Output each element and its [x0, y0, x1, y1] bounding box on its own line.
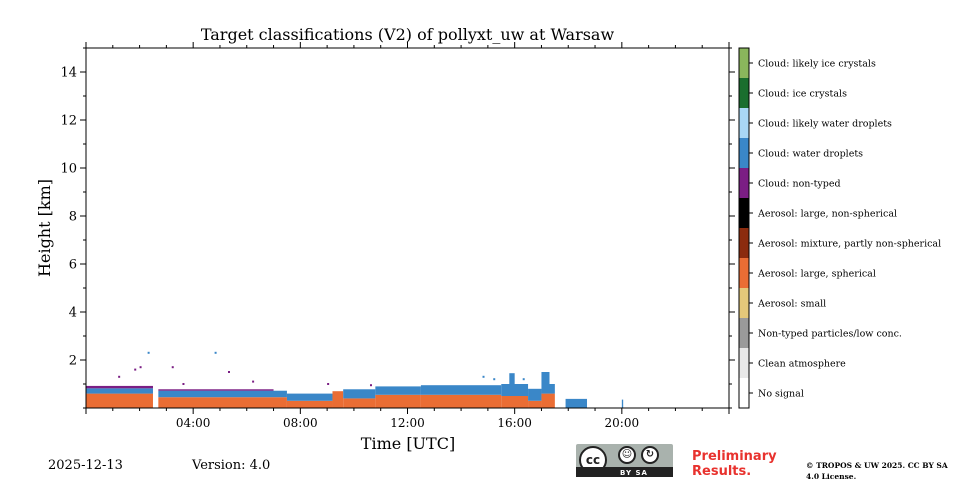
classification-layer-4: [158, 390, 287, 398]
chart-title: Target classifications (V2) of pollyxt_u…: [200, 25, 615, 44]
x-tick-label: 08:00: [283, 416, 318, 430]
colorbar-swatch-4: [739, 258, 749, 288]
classification-layer-24: [621, 399, 624, 408]
colorbar-swatch-5: [739, 228, 749, 258]
preliminary-results-label: Preliminary Results.: [692, 449, 777, 479]
classification-layer-12: [375, 386, 421, 395]
colorbar-label: Aerosol: large, non-spherical: [757, 209, 897, 220]
share-alike-icon: ↻: [641, 446, 659, 464]
y-tick-label: 6: [69, 258, 77, 273]
classification-speckle-2: [118, 375, 121, 378]
colorbar-label: Cloud: likely water droplets: [758, 119, 892, 130]
footer-version: Version: 4.0: [192, 458, 271, 473]
colorbar-swatch-0: [739, 378, 749, 408]
y-tick-label: 4: [69, 306, 77, 321]
classification-speckle-13: [522, 378, 525, 381]
colorbar-swatch-9: [739, 108, 749, 138]
classification-layer-21: [541, 384, 555, 394]
classification-speckle-0: [147, 351, 150, 354]
colorbar-frame: [738, 47, 750, 409]
cc-license-badge: cc ☺ ↻ BY SA: [576, 444, 673, 477]
plot-frame: [85, 47, 730, 409]
classification-layer-6: [286, 400, 333, 408]
y-tick-label: 14: [60, 66, 77, 81]
classification-layer-20: [541, 393, 555, 408]
colorbar-swatch-10: [739, 78, 749, 108]
classification-layer-0: [86, 393, 153, 408]
x-axis-label: Time [UTC]: [361, 434, 455, 453]
axes: 04:00 08:00 12:00 16:00 20:00 2 4 6 8 10 12 14: [60, 42, 735, 430]
footer-date: 2025-12-13: [48, 458, 123, 473]
classification-layer-8: [332, 391, 344, 408]
classification-layer-17: [509, 373, 515, 384]
classification-layer-23: [565, 398, 588, 408]
colorbar-swatch-7: [739, 168, 749, 198]
colorbar-label: No signal: [758, 389, 804, 400]
attribution-person-icon: ☺: [618, 446, 636, 464]
colorbar-swatch-8: [739, 138, 749, 168]
classification-layer-15: [501, 396, 529, 408]
colorbar-swatch-2: [739, 318, 749, 348]
colorbar-label: Cloud: ice crystals: [758, 89, 847, 100]
classification-speckle-8: [252, 380, 255, 383]
classification-layer-5: [158, 389, 274, 391]
classification-speckle-6: [182, 383, 185, 385]
classification-layer-19: [528, 388, 542, 401]
colorbar-swatch-3: [739, 288, 749, 318]
plot-data-layer: [86, 351, 624, 408]
classification-layer-1: [86, 388, 153, 394]
colorbar-label: Aerosol: small: [757, 299, 826, 310]
colorbar-swatch-1: [739, 348, 749, 378]
classification-layer-16: [501, 384, 529, 396]
y-axis-label: Height [km]: [35, 179, 54, 277]
copyright-notice: © TROPOS & UW 2025. CC BY SA 4.0 License…: [806, 461, 948, 481]
classification-speckle-9: [327, 383, 330, 385]
classification-layer-7: [286, 393, 333, 401]
classification-speckle-1: [214, 351, 217, 354]
classification-layer-2: [86, 385, 153, 389]
colorbar-label: Aerosol: large, spherical: [757, 269, 876, 280]
colorbar-label: Cloud: likely ice crystals: [758, 59, 876, 70]
classification-speckle-4: [139, 366, 142, 369]
colorbar-swatch-11: [739, 48, 749, 78]
cc-badge-subtext: BY SA: [620, 469, 648, 477]
colorbar-label: Aerosol: mixture, partly non-spherical: [757, 239, 941, 250]
classification-speckle-10: [369, 384, 372, 387]
x-tick-label: 12:00: [390, 416, 425, 430]
classification-layer-13: [420, 394, 502, 408]
classification-layer-22: [541, 372, 550, 384]
classification-speckle-7: [227, 371, 230, 373]
colorbar-swatch-6: [739, 198, 749, 228]
classification-speckle-12: [493, 378, 496, 381]
x-tick-label: 20:00: [605, 416, 640, 430]
x-tick-label: 16:00: [497, 416, 532, 430]
classification-speckle-5: [171, 366, 174, 369]
y-tick-label: 8: [69, 210, 77, 225]
colorbar-label: Non-typed particles/low conc.: [758, 329, 902, 340]
classification-layer-18: [528, 400, 542, 408]
classification-layer-11: [375, 394, 421, 408]
y-tick-label: 12: [60, 114, 77, 129]
colorbar-label: Clean atmosphere: [758, 359, 846, 370]
classification-layer-10: [343, 389, 376, 399]
colorbar-label: Cloud: water droplets: [758, 149, 863, 160]
classification-layer-3: [158, 397, 287, 408]
y-tick-label: 2: [69, 354, 77, 369]
classification-speckle-11: [482, 375, 485, 378]
colorbar-label: Cloud: non-typed: [758, 179, 841, 190]
classification-layer-9: [343, 398, 376, 408]
x-tick-label: 04:00: [176, 416, 211, 430]
classification-speckle-3: [134, 368, 137, 371]
classification-layer-14: [420, 385, 502, 395]
colorbar-legend: No signal Clean atmosphere Non-typed parti…: [738, 47, 941, 409]
y-tick-label: 10: [60, 162, 77, 177]
